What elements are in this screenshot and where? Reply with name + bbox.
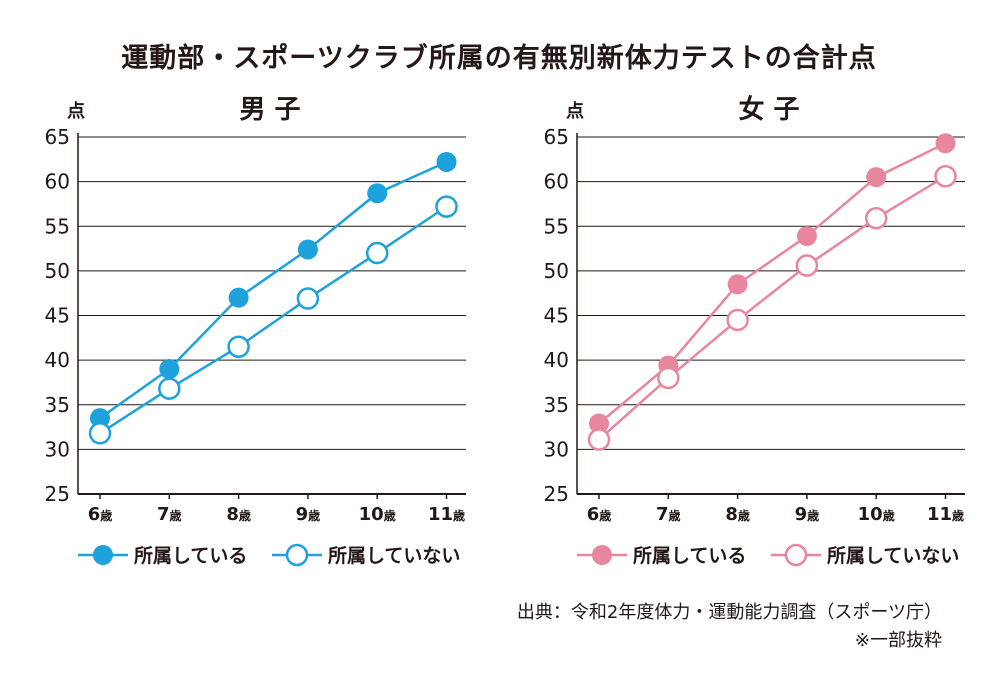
x-tick-number: 10 [359, 504, 384, 525]
y-tick-label: 45 [544, 304, 569, 328]
data-point-nonmember [934, 165, 957, 188]
data-point-member [159, 359, 180, 380]
x-tick-number: 7 [157, 504, 170, 525]
x-tick-label: 11歳 [927, 504, 964, 525]
legend-label: 所属していない [827, 545, 959, 567]
y-tick-label: 60 [544, 170, 569, 194]
data-point-member [935, 133, 956, 154]
data-point-nonmember [864, 206, 888, 230]
x-tick-label: 11歳 [428, 504, 465, 525]
x-tick-label: 7歳 [656, 504, 681, 525]
data-point-nonmember [227, 335, 250, 358]
data-point-member [367, 183, 388, 204]
series-line-nonmember [598, 175, 947, 441]
x-tick-label: 10歳 [858, 504, 895, 525]
data-point-member [297, 239, 318, 260]
data-point-nonmember [726, 308, 749, 332]
legend-marker [592, 545, 612, 565]
series-line-member [598, 142, 947, 425]
x-tick-label: 7歳 [157, 504, 182, 525]
data-point-nonmember [795, 254, 819, 277]
x-tick-suffix: 歳 [453, 508, 465, 523]
legend-marker [784, 543, 808, 567]
x-tick-number: 11 [428, 504, 453, 525]
x-tick-suffix: 歳 [669, 508, 681, 523]
y-tick-label: 40 [45, 348, 70, 372]
x-tick-suffix: 歳 [239, 508, 251, 523]
x-tick-label: 6歳 [587, 504, 612, 525]
x-tick-label: 6歳 [88, 504, 113, 525]
data-point-nonmember [435, 195, 458, 218]
x-tick-suffix: 歳 [738, 508, 750, 523]
x-tick-suffix: 歳 [807, 508, 819, 523]
source-note: 出典：令和2年度体力・運動能力調査（スポーツ庁） [516, 602, 942, 623]
x-tick-number: 9 [795, 504, 808, 525]
y-tick-label: 25 [45, 482, 70, 506]
y-tick-label: 65 [45, 125, 70, 149]
y-tick-label: 25 [544, 482, 569, 506]
x-tick-suffix: 歳 [599, 508, 611, 523]
x-tick-suffix: 歳 [883, 508, 895, 523]
x-tick-suffix: 歳 [308, 508, 320, 523]
y-tick-label: 35 [544, 393, 569, 417]
chart-main-title: 運動部・スポーツクラブ所属の有無別新体力テストの合計点 [121, 43, 877, 74]
data-point-nonmember [296, 287, 320, 310]
y-tick-label: 65 [544, 125, 569, 149]
x-tick-suffix: 歳 [384, 508, 396, 523]
y-axis-unit-label: 点 [67, 100, 85, 122]
y-tick-label: 45 [45, 304, 70, 328]
x-tick-label: 8歳 [725, 504, 750, 525]
x-tick-label: 9歳 [296, 504, 321, 525]
x-tick-suffix: 歳 [952, 508, 964, 523]
x-tick-number: 6 [587, 504, 600, 525]
y-tick-label: 35 [45, 393, 70, 417]
data-point-member [228, 287, 249, 308]
legend-marker [285, 543, 309, 567]
x-tick-number: 9 [296, 504, 309, 525]
chart-title: 男 子 [239, 95, 300, 125]
data-point-member [589, 413, 609, 434]
data-point-member [727, 274, 748, 295]
y-tick-label: 30 [544, 437, 569, 461]
data-point-nonmember [365, 241, 389, 265]
x-tick-number: 8 [226, 504, 239, 525]
series-line-nonmember [99, 205, 448, 435]
y-tick-label: 50 [544, 259, 569, 283]
y-tick-label: 60 [45, 170, 70, 194]
data-point-member [90, 408, 110, 429]
y-tick-label: 40 [544, 348, 569, 372]
x-tick-number: 7 [656, 504, 669, 525]
legend-label: 所属している [633, 545, 746, 567]
x-tick-label: 8歳 [226, 504, 251, 525]
legend-label: 所属している [134, 545, 247, 567]
x-tick-number: 6 [88, 504, 101, 525]
y-tick-label: 30 [45, 437, 70, 461]
legend-marker [93, 545, 113, 565]
legend-label: 所属していない [328, 545, 460, 567]
x-tick-label: 10歳 [359, 504, 396, 525]
x-tick-number: 11 [927, 504, 952, 525]
data-point-member [436, 151, 457, 172]
data-point-member [796, 226, 817, 247]
series-line-member [99, 160, 448, 420]
y-tick-label: 55 [45, 214, 70, 238]
y-tick-label: 55 [544, 214, 569, 238]
data-point-nonmember [587, 428, 611, 451]
excerpt-note: ※一部抜粋 [854, 630, 942, 651]
x-tick-suffix: 歳 [100, 508, 112, 523]
x-tick-label: 9歳 [795, 504, 820, 525]
x-tick-number: 10 [858, 504, 883, 525]
data-point-nonmember [657, 366, 680, 390]
data-point-member [866, 167, 887, 188]
x-tick-number: 8 [725, 504, 738, 525]
data-point-nonmember [158, 377, 181, 400]
x-tick-suffix: 歳 [170, 508, 182, 523]
data-point-nonmember [88, 422, 112, 445]
y-axis-unit-label: 点 [566, 100, 584, 122]
chart-title: 女 子 [738, 94, 799, 125]
y-tick-label: 50 [45, 259, 70, 283]
